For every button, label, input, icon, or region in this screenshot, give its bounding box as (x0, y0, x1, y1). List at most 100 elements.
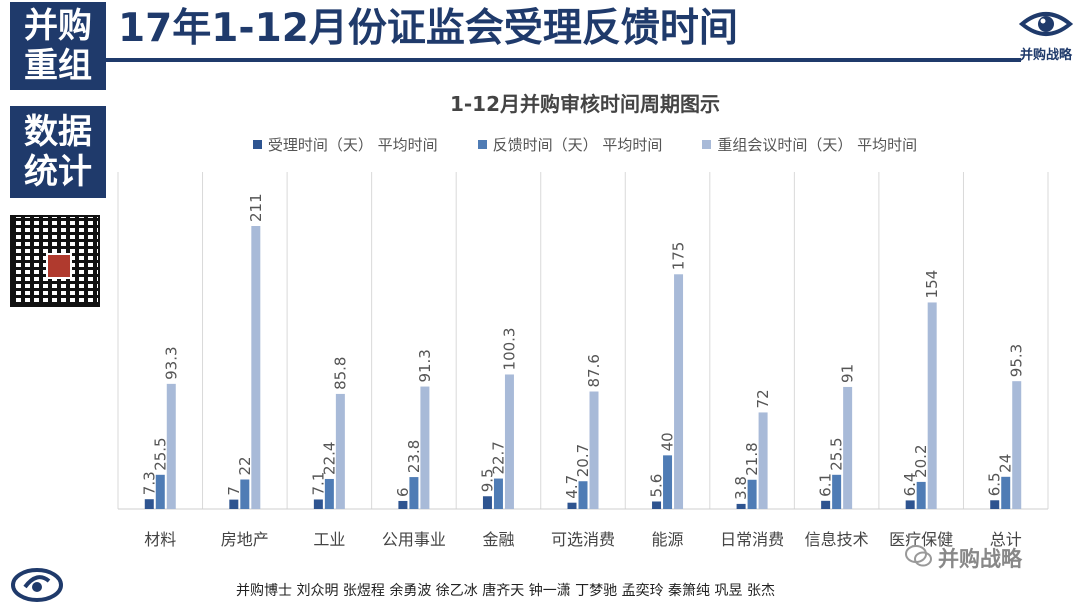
data-label: 7.3 (140, 471, 158, 495)
data-label: 7 (225, 486, 243, 496)
bar (420, 386, 430, 509)
bar (409, 477, 419, 509)
credits: 并购博士 刘众明 张煜程 余勇波 徐乙冰 唐齐天 钟一潇 丁梦驰 孟奕玲 秦箫纯… (236, 583, 775, 599)
data-label: 9.5 (478, 468, 496, 492)
side-tile-line2: 统计 (24, 152, 92, 192)
x-tick-label: 材料 (144, 530, 176, 549)
x-tick-label: 可选消费 (551, 530, 615, 549)
data-label: 6.5 (986, 472, 1004, 496)
bar (652, 501, 662, 509)
bar (398, 500, 408, 509)
qr-code-icon (10, 215, 100, 307)
legend-item-feedback: 反馈时间（天） 平均时间 (477, 134, 663, 155)
data-label: 93.3 (162, 346, 180, 379)
page-title: 17年1-12月份证监会受理反馈时间 (118, 6, 738, 51)
bar (663, 455, 673, 509)
x-tick-label: 能源 (652, 530, 684, 549)
data-label: 154 (923, 270, 941, 299)
watermark: 并购战略 (938, 547, 1022, 571)
title-divider (106, 58, 1021, 62)
bar (674, 274, 684, 509)
side-tile-line1: 并购 (24, 6, 92, 46)
bar (567, 502, 577, 509)
chart-title: 1-12月并购审核时间周期图示 (449, 92, 721, 116)
chart-legend: 受理时间（天） 平均时间 反馈时间（天） 平均时间 重组会议时间（天） 平均时间 (120, 134, 1050, 155)
x-tick-label: 金融 (482, 530, 514, 549)
bar (905, 500, 915, 509)
legend-swatch (252, 140, 262, 149)
legend-item-accept: 受理时间（天） 平均时间 (252, 134, 438, 155)
data-label: 22.7 (489, 441, 507, 474)
x-tick-label: 工业 (313, 530, 345, 549)
data-label: 6 (394, 487, 412, 497)
data-label: 6.4 (901, 473, 919, 497)
x-tick-label: 房地产 (221, 530, 269, 549)
data-label: 40 (659, 432, 677, 451)
legend-item-meeting: 重组会议时间（天） 平均时间 (702, 134, 917, 155)
data-label: 87.6 (585, 354, 603, 387)
logo-text: 并购战略 (1019, 48, 1072, 63)
bar (493, 478, 503, 509)
data-label: 25.5 (151, 437, 169, 470)
legend-label: 受理时间（天） 平均时间 (267, 136, 438, 154)
circle-logo-icon (11, 568, 63, 602)
side-tile-statistics: 数据 统计 (10, 106, 106, 198)
x-tick-label: 公用事业 (382, 530, 446, 549)
legend-swatch (702, 140, 712, 149)
bar (736, 503, 746, 509)
data-label: 85.8 (331, 357, 349, 390)
bar (927, 302, 937, 509)
qr-seal-icon (46, 253, 72, 279)
data-label: 72 (754, 389, 772, 408)
data-label: 91 (839, 364, 857, 383)
data-label: 25.5 (828, 437, 846, 470)
data-label: 211 (247, 193, 265, 222)
x-tick-label: 信息技术 (805, 530, 869, 549)
eye-logo-icon (1018, 12, 1074, 36)
data-label: 4.7 (563, 475, 581, 499)
data-label: 175 (670, 242, 688, 271)
data-label: 100.3 (500, 328, 518, 371)
data-label: 95.3 (1008, 344, 1026, 377)
bar (990, 500, 1000, 509)
bar (313, 499, 323, 509)
legend-swatch (477, 140, 487, 149)
bar (832, 474, 842, 509)
bar (747, 479, 757, 509)
legend-label: 反馈时间（天） 平均时间 (492, 136, 663, 154)
data-label: 21.8 (743, 442, 761, 475)
data-label: 22 (236, 456, 254, 475)
side-tile-line2: 重组 (24, 46, 92, 86)
bar (578, 481, 588, 509)
bar (482, 496, 492, 509)
bar (1001, 476, 1011, 509)
bar (1012, 381, 1022, 509)
bar (335, 393, 345, 509)
data-label: 3.8 (732, 476, 750, 500)
bar (504, 374, 514, 509)
data-label: 6.1 (817, 473, 835, 497)
side-tile-line1: 数据 (24, 112, 92, 152)
wechat-icon (905, 545, 932, 567)
bar (155, 474, 165, 509)
bar (589, 391, 599, 509)
data-label: 20.2 (912, 445, 930, 478)
bar (166, 383, 176, 509)
bar (251, 226, 261, 509)
bar (144, 499, 154, 509)
data-label: 22.4 (320, 442, 338, 475)
bar (240, 479, 250, 509)
bar (916, 481, 926, 509)
x-tick-label: 日常消费 (720, 530, 784, 549)
side-tile-merger: 并购 重组 (10, 2, 106, 90)
x-tick-label: 总计 (990, 530, 1022, 549)
data-label: 23.8 (405, 440, 423, 473)
data-label: 91.3 (416, 349, 434, 382)
bar (843, 386, 853, 509)
data-label: 7.1 (309, 472, 327, 496)
data-label: 24 (997, 454, 1015, 473)
data-label: 5.6 (648, 474, 666, 498)
x-tick-label: 医疗保健 (889, 530, 953, 549)
bar (229, 499, 239, 509)
